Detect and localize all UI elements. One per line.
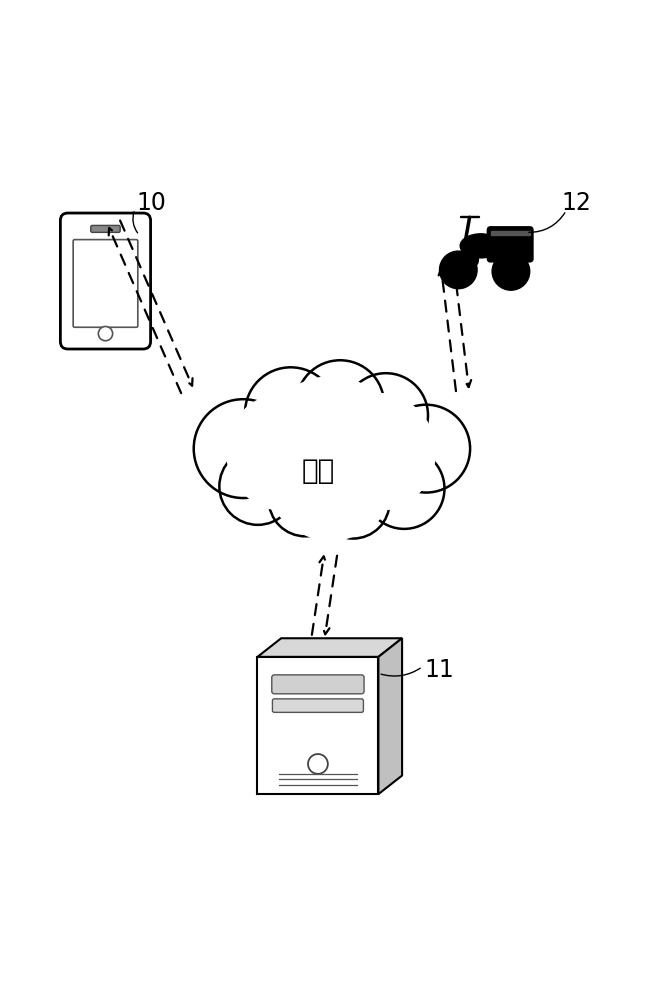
Text: 12: 12 [561, 191, 591, 215]
FancyBboxPatch shape [91, 225, 120, 232]
Circle shape [194, 399, 293, 498]
Circle shape [99, 326, 113, 341]
FancyBboxPatch shape [73, 240, 138, 327]
Circle shape [364, 448, 444, 529]
Bar [258, 657, 379, 794]
Circle shape [308, 754, 328, 774]
Text: 10: 10 [136, 191, 166, 215]
Circle shape [316, 465, 389, 539]
FancyBboxPatch shape [273, 699, 363, 712]
Polygon shape [379, 638, 402, 794]
Ellipse shape [464, 246, 479, 267]
Ellipse shape [460, 234, 502, 258]
Circle shape [245, 367, 336, 459]
Text: 网络: 网络 [301, 457, 334, 485]
Circle shape [261, 405, 401, 544]
Circle shape [219, 448, 296, 525]
Circle shape [382, 405, 470, 493]
Polygon shape [258, 638, 402, 657]
Circle shape [226, 393, 344, 511]
Circle shape [344, 373, 428, 457]
Circle shape [440, 251, 477, 289]
Circle shape [318, 393, 436, 511]
Text: 11: 11 [424, 658, 453, 682]
Circle shape [261, 377, 401, 516]
FancyBboxPatch shape [491, 231, 530, 235]
FancyBboxPatch shape [272, 675, 364, 694]
Circle shape [492, 253, 530, 290]
Circle shape [265, 408, 397, 540]
Circle shape [258, 373, 404, 520]
FancyBboxPatch shape [487, 227, 533, 262]
Circle shape [296, 360, 384, 448]
FancyBboxPatch shape [60, 213, 150, 349]
Circle shape [269, 463, 342, 536]
